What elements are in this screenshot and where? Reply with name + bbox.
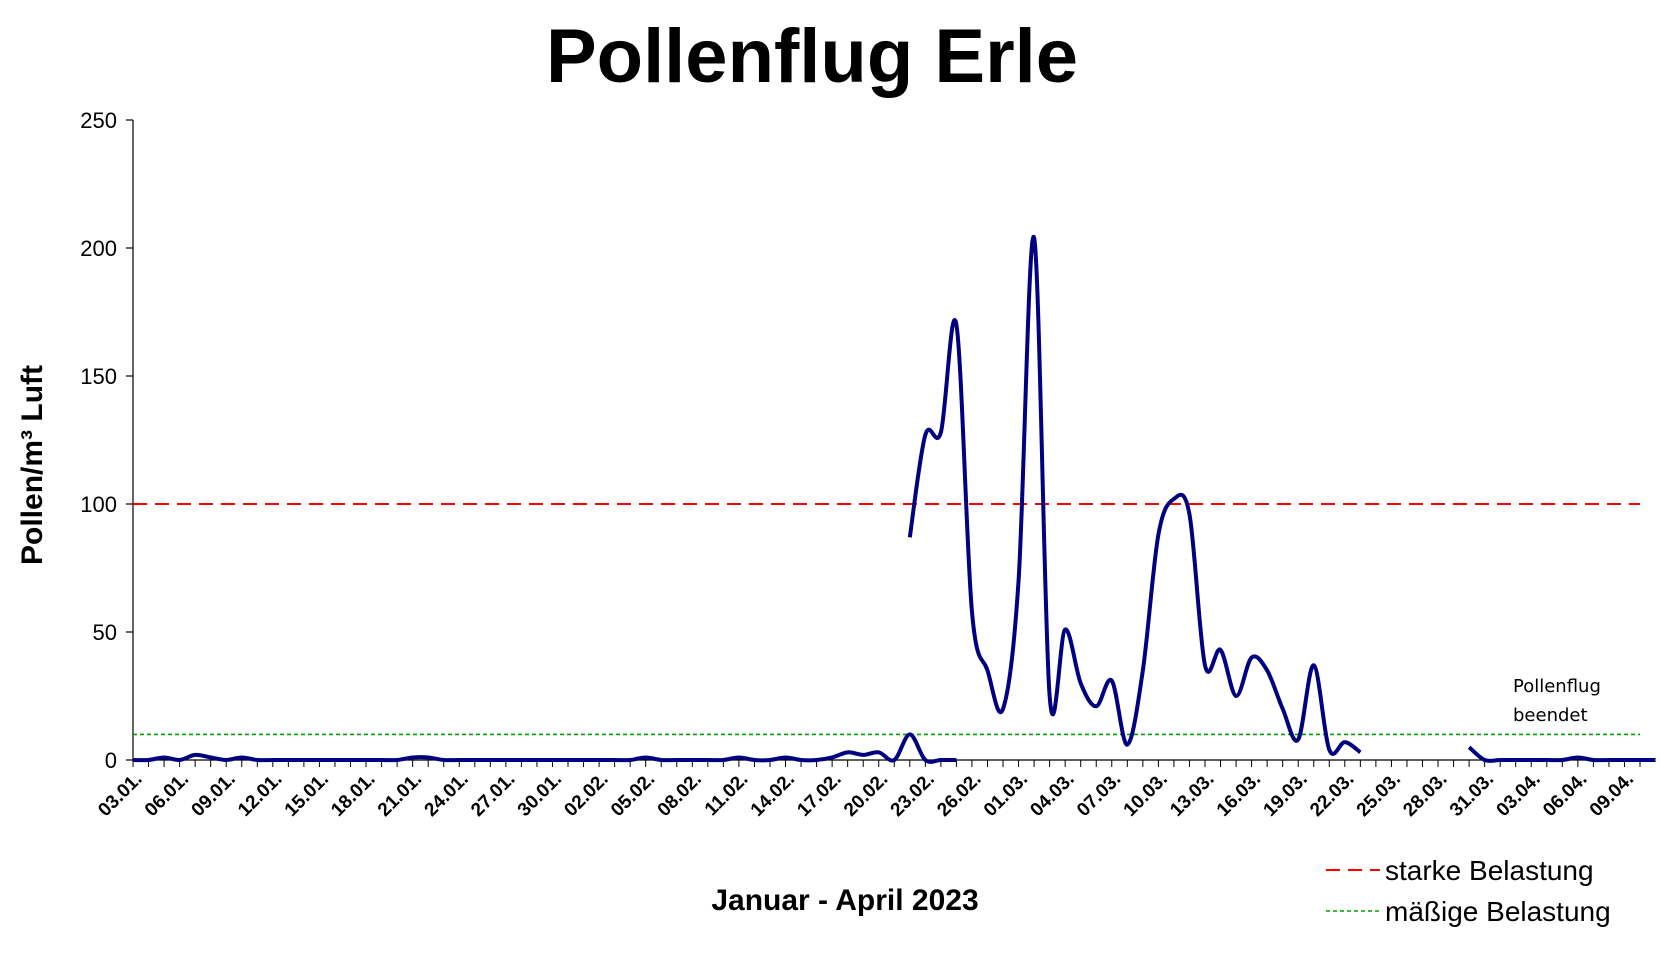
x-tick-label: 31.03. xyxy=(1446,769,1498,821)
x-tick-label: 19.03. xyxy=(1260,769,1312,821)
annotation-line-1: Pollenflug xyxy=(1513,676,1601,697)
y-tick-label: 200 xyxy=(80,236,117,261)
x-tick-label: 03.04. xyxy=(1493,769,1545,821)
series-line-early xyxy=(132,732,957,764)
y-tick-label: 50 xyxy=(93,620,117,645)
x-tick-label: 12.01. xyxy=(234,769,286,821)
x-tick-label: 13.03. xyxy=(1166,769,1218,821)
y-tick-label: 250 xyxy=(80,108,117,133)
x-tick-label: 22.03. xyxy=(1306,769,1358,821)
x-tick-label: 27.01. xyxy=(467,769,519,821)
x-tick-label: 09.01. xyxy=(188,769,240,821)
x-tick-label: 05.02. xyxy=(607,769,659,821)
x-tick-label: 06.01. xyxy=(141,769,193,821)
x-tick-label: 04.03. xyxy=(1026,769,1078,821)
y-ticks: 0 50 100 150 200 250 xyxy=(80,108,133,773)
x-tick-label: 21.01. xyxy=(374,769,426,821)
annotation-line-2: beendet xyxy=(1513,705,1588,726)
legend-label-starke: starke Belastung xyxy=(1385,855,1594,886)
x-tick-label: 23.02. xyxy=(887,769,939,821)
x-ticks: 03.01.06.01.09.01.12.01.15.01.18.01.21.0… xyxy=(94,760,1641,821)
y-tick-label: 100 xyxy=(80,492,117,517)
axes xyxy=(132,120,1640,761)
x-tick-label: 07.03. xyxy=(1073,769,1125,821)
x-tick-label: 06.04. xyxy=(1539,769,1591,821)
x-tick-label: 24.01. xyxy=(421,769,473,821)
x-tick-label: 11.02. xyxy=(701,769,752,820)
series-lines xyxy=(132,235,1656,764)
threshold-lines xyxy=(133,503,1640,736)
x-tick-label: 14.02. xyxy=(747,769,799,821)
series-line-main xyxy=(907,235,1362,756)
x-tick-label: 09.04. xyxy=(1586,769,1638,821)
legend-label-maessige: mäßige Belastung xyxy=(1385,896,1611,927)
x-tick-label: 20.02. xyxy=(840,769,892,821)
x-tick-label: 02.02. xyxy=(560,769,612,821)
legend: starke Belastung mäßige Belastung xyxy=(1326,855,1611,927)
y-axis-label: Pollen/m³ Luft xyxy=(16,365,49,565)
x-tick-label: 18.01. xyxy=(327,769,379,821)
x-axis-label: Januar - April 2023 xyxy=(711,884,978,917)
x-tick-label: 08.02. xyxy=(654,769,706,821)
x-tick-label: 26.02. xyxy=(933,769,985,821)
x-tick-label: 25.03. xyxy=(1353,769,1405,821)
chart-title: Pollenflug Erle xyxy=(546,14,1078,99)
x-tick-label: 10.03. xyxy=(1120,769,1172,821)
x-tick-label: 28.03. xyxy=(1399,769,1451,821)
x-tick-label: 30.01. xyxy=(514,769,566,821)
x-tick-label: 15.01. xyxy=(281,769,333,821)
x-tick-label: 03.01. xyxy=(94,769,146,821)
x-tick-label: 16.03. xyxy=(1213,769,1265,821)
pollenflug-beendet-annotation: Pollenflug beendet xyxy=(1513,676,1601,726)
x-tick-label: 01.03. xyxy=(980,769,1032,821)
x-tick-label: 17.02. xyxy=(793,769,845,821)
series-line-tail xyxy=(1467,745,1656,763)
y-tick-label: 150 xyxy=(80,364,117,389)
y-tick-label: 0 xyxy=(105,748,117,773)
